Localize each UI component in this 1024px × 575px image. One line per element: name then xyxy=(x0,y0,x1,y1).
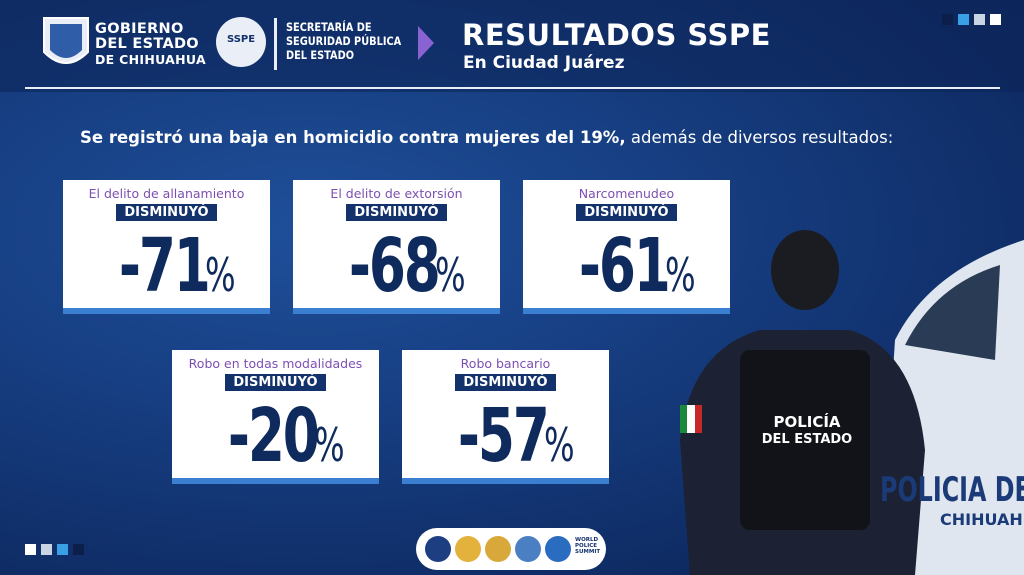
card-label: Narcomenudeo xyxy=(578,186,675,201)
card-unit: % xyxy=(434,248,466,302)
card-label: Robo bancario xyxy=(460,356,551,371)
gov-line: DE CHIHUAHUA xyxy=(95,52,206,67)
vest-line: DEL ESTADO xyxy=(761,432,853,447)
secretaria-line: SEGURIDAD PÚBLICA xyxy=(286,34,402,48)
car-line: POLICIA DEL ESTADO xyxy=(880,470,1024,510)
header-band xyxy=(0,0,1024,92)
car-line: CHIHUAHUA xyxy=(940,510,1024,529)
flag-red xyxy=(695,405,702,433)
footer-logo xyxy=(425,536,451,562)
card-value: -20 xyxy=(228,393,320,479)
summit-line: WORLD xyxy=(575,537,599,543)
card-figure: -71% xyxy=(63,223,270,309)
result-card: El delito de allanamiento DISMINUYÓ -71% xyxy=(63,180,270,314)
deco-square xyxy=(942,14,953,25)
summit-text: WORLD POLICE SUMMIT xyxy=(575,537,600,555)
vest xyxy=(740,350,870,530)
headline-bold: Se registró una baja en homicidio contra… xyxy=(80,128,626,147)
card-value: -61 xyxy=(579,223,671,309)
title: RESULTADOS SSPE xyxy=(462,18,771,52)
vest-text: POLICÍA DEL ESTADO xyxy=(752,413,862,449)
footer-logo xyxy=(485,536,511,562)
card-value: -57 xyxy=(458,393,550,479)
card-label: El delito de extorsión xyxy=(330,186,463,201)
card-figure: -20% xyxy=(172,393,379,479)
gov-line: DEL ESTADO xyxy=(95,36,199,52)
deco-square xyxy=(25,544,36,555)
footer-logo xyxy=(545,536,571,562)
flag-green xyxy=(680,405,687,433)
card-figure: -61% xyxy=(523,223,730,309)
deco-square xyxy=(73,544,84,555)
summit-line: SUMMIT xyxy=(575,549,601,555)
result-card: Robo en todas modalidades DISMINUYÓ -20% xyxy=(172,350,379,484)
card-unit: % xyxy=(204,248,236,302)
deco-square xyxy=(990,14,1001,25)
summit-line: POLICE xyxy=(575,543,598,549)
card-unit: % xyxy=(543,418,575,472)
card-label: El delito de allanamiento xyxy=(88,186,245,201)
card-figure: -68% xyxy=(293,223,500,309)
card-badge: DISMINUYÓ xyxy=(576,204,677,221)
result-card: Robo bancario DISMINUYÓ -57% xyxy=(402,350,609,484)
car-window xyxy=(905,265,1000,360)
sspe-badge xyxy=(216,17,266,67)
result-card: El delito de extorsión DISMINUYÓ -68% xyxy=(293,180,500,314)
card-badge: DISMINUYÓ xyxy=(346,204,447,221)
deco-square xyxy=(974,14,985,25)
headline: Se registró una baja en homicidio contra… xyxy=(80,128,893,147)
officer-head xyxy=(771,230,839,310)
card-figure: -57% xyxy=(402,393,609,479)
vest-line: POLICÍA xyxy=(773,413,841,431)
footer-logo xyxy=(515,536,541,562)
card-value: -68 xyxy=(349,223,441,309)
header-rule xyxy=(25,87,1000,89)
card-badge: DISMINUYÓ xyxy=(116,204,217,221)
arrow-icon xyxy=(418,26,434,60)
card-unit: % xyxy=(664,248,696,302)
secretaria-line: DEL ESTADO xyxy=(286,48,355,62)
result-card: Narcomenudeo DISMINUYÓ -61% xyxy=(523,180,730,314)
secretaria: SECRETARÍA DE SEGURIDAD PÚBLICA DEL ESTA… xyxy=(286,20,401,62)
deco-square xyxy=(57,544,68,555)
car-text: POLICIA DEL ESTADO CHIHUAHUA xyxy=(880,470,1024,529)
subtitle: En Ciudad Juárez xyxy=(463,53,625,73)
card-badge: DISMINUYÓ xyxy=(455,374,556,391)
gov-line: GOBIERNO xyxy=(95,21,184,37)
sspe-logo-text: SSPE xyxy=(226,34,256,45)
deco-square xyxy=(958,14,969,25)
gov-name: GOBIERNO DEL ESTADO DE CHIHUAHUA xyxy=(95,21,206,68)
card-badge: DISMINUYÓ xyxy=(225,374,326,391)
gov-shield-inner xyxy=(50,24,82,58)
headline-regular: además de diversos resultados: xyxy=(630,128,894,147)
logo-divider xyxy=(274,18,277,70)
card-label: Robo en todas modalidades xyxy=(188,356,363,371)
card-unit: % xyxy=(313,418,345,472)
card-value: -71 xyxy=(119,223,211,309)
deco-square xyxy=(41,544,52,555)
secretaria-line: SECRETARÍA DE xyxy=(286,20,372,34)
footer-logo xyxy=(455,536,481,562)
